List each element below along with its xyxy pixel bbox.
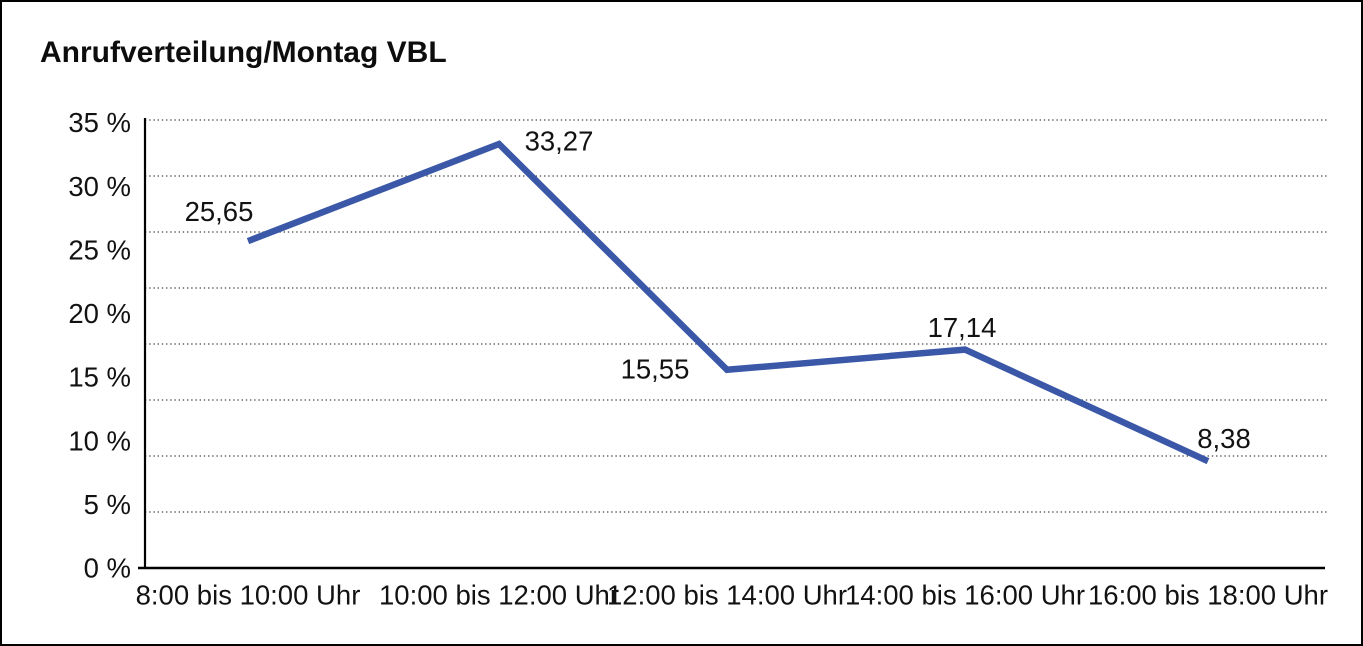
x-category-label: 12:00 bis 14:00 Uhr <box>607 580 847 611</box>
x-category-label: 8:00 bis 10:00 Uhr <box>136 580 361 611</box>
data-point-label: 17,14 <box>928 312 997 343</box>
data-point-label: 25,65 <box>185 196 254 227</box>
data-point-label: 15,55 <box>621 353 690 384</box>
x-category-label: 14:00 bis 16:00 Uhr <box>845 580 1085 611</box>
y-tick-label: 35 % <box>68 107 131 138</box>
y-tick-label: 10 % <box>68 425 131 456</box>
x-category-label: 16:00 bis 18:00 Uhr <box>1088 580 1328 611</box>
x-category-label: 10:00 bis 12:00 Uhr <box>379 580 619 611</box>
y-tick-label: 5 % <box>84 489 131 520</box>
y-tick-label: 30 % <box>68 171 131 202</box>
data-point-label: 8,38 <box>1197 423 1251 454</box>
y-tick-label: 25 % <box>68 234 131 265</box>
chart-title: Anrufverteilung/Montag VBL <box>40 36 447 69</box>
y-tick-label: 15 % <box>68 362 131 393</box>
series-line <box>246 140 1210 465</box>
y-tick-label: 20 % <box>68 298 131 329</box>
data-point-label: 33,27 <box>525 126 594 157</box>
y-tick-label: 0 % <box>84 553 131 584</box>
